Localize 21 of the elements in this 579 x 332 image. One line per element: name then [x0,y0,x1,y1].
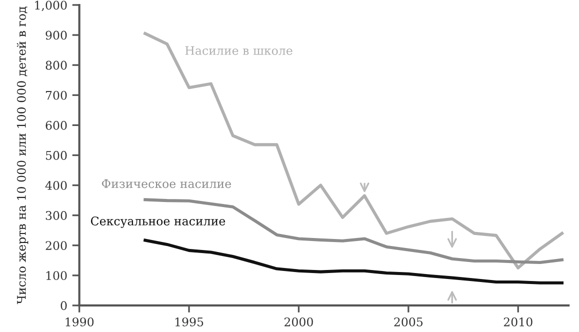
y-tick-label: 900 [46,30,67,40]
y-tick-label: 500 [46,150,67,160]
y-tick-label: 1,000 [35,0,67,12]
x-tick-label: 1990 [66,317,94,326]
x-tick-label: 2000 [284,317,313,326]
y-tick-label: 600 [46,120,67,130]
y-tick-label: 0 [60,301,67,310]
series-label: Насилие в школе [185,46,292,55]
series-label: Сексуальное насилие [90,216,226,228]
x-tick-label: 2005 [394,317,423,326]
y-tick-label: 700 [46,90,67,100]
y-tick-label: 200 [46,241,67,250]
y-axis-title: Число жертв на 10 000 или 100 000 детей в год [16,6,28,304]
line-series [144,238,564,284]
series-label: Физическое насилие [102,179,232,188]
x-tick-label: 1995 [175,317,204,326]
y-tick-label: 300 [46,211,67,220]
y-tick-label: 100 [46,271,67,280]
y-tick-label: 400 [45,180,67,190]
x-tick-label: 2010 [504,317,532,326]
y-tick-label: 800 [46,60,67,70]
